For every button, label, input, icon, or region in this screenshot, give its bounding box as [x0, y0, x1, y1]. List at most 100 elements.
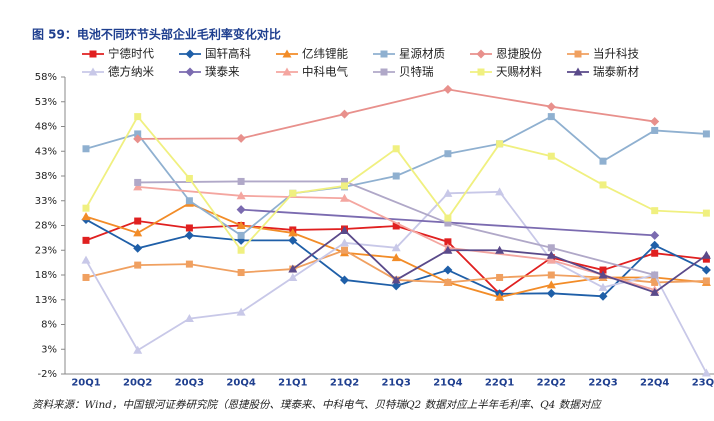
y-tick-label: 23%	[35, 245, 57, 256]
marker	[650, 230, 660, 240]
marker	[236, 133, 246, 143]
marker	[443, 84, 453, 94]
marker	[133, 134, 143, 144]
marker	[89, 50, 97, 58]
marker	[236, 205, 246, 215]
y-tick-label: 38%	[35, 171, 57, 182]
y-tick-label: 18%	[35, 270, 57, 281]
marker	[546, 280, 556, 289]
marker	[547, 113, 555, 121]
marker	[598, 270, 608, 279]
marker	[701, 265, 711, 275]
marker	[391, 275, 401, 284]
y-tick-label: 3%	[41, 344, 57, 355]
marker	[236, 221, 246, 229]
marker	[134, 130, 142, 138]
marker	[82, 236, 90, 244]
marker	[702, 255, 710, 263]
marker	[341, 177, 348, 185]
marker	[237, 269, 245, 277]
marker	[599, 266, 607, 274]
marker	[495, 292, 505, 301]
marker	[443, 265, 453, 275]
legend-label: 恩捷股份	[496, 47, 542, 61]
marker	[702, 277, 710, 285]
marker	[288, 272, 298, 281]
legend-label: 德方纳米	[108, 65, 154, 79]
marker	[651, 271, 659, 279]
marker	[547, 152, 555, 160]
marker	[547, 271, 555, 279]
series-line	[137, 180, 655, 276]
legend-label: 中科电气	[302, 65, 348, 79]
marker	[380, 50, 388, 58]
x-tick-label: 20Q3	[175, 377, 204, 388]
series-line	[85, 115, 707, 252]
marker	[546, 288, 556, 298]
y-tick-label: 13%	[35, 295, 57, 306]
y-tick-label: 43%	[35, 146, 57, 157]
marker	[496, 140, 504, 148]
marker	[574, 50, 582, 58]
marker	[546, 250, 556, 259]
x-tick-label: 21Q1	[278, 377, 307, 388]
marker	[392, 222, 400, 230]
y-tick-label: 58%	[35, 72, 57, 83]
marker	[340, 225, 349, 234]
marker	[476, 49, 486, 59]
marker	[444, 238, 452, 246]
x-tick-label: 21Q4	[433, 377, 462, 388]
marker	[340, 109, 349, 119]
marker	[185, 197, 193, 205]
legend-label: 璞泰来	[205, 65, 240, 79]
y-tick-label: 33%	[35, 196, 57, 207]
x-tick-label: 22Q2	[537, 377, 566, 388]
marker	[650, 117, 660, 127]
marker	[81, 255, 91, 264]
y-tick-label: 48%	[35, 122, 57, 133]
x-tick-label: 22Q4	[640, 377, 669, 388]
marker	[702, 130, 710, 138]
marker	[237, 246, 245, 254]
marker	[444, 219, 452, 227]
marker	[134, 217, 142, 225]
marker	[236, 191, 246, 200]
marker	[651, 207, 659, 215]
marker	[650, 240, 660, 250]
marker	[133, 345, 143, 354]
marker	[701, 368, 711, 377]
marker	[547, 244, 555, 252]
marker	[236, 307, 246, 316]
marker	[598, 291, 608, 301]
marker	[391, 253, 401, 262]
marker	[651, 249, 659, 257]
marker	[651, 278, 659, 286]
marker	[546, 255, 556, 264]
marker	[702, 209, 710, 217]
marker	[133, 228, 143, 237]
marker	[184, 230, 194, 240]
y-tick-label: 53%	[35, 97, 57, 108]
marker	[495, 187, 505, 196]
legend-label: 贝特瑞	[399, 65, 434, 79]
marker	[599, 181, 607, 189]
marker	[340, 275, 349, 285]
marker	[82, 145, 90, 153]
marker	[134, 178, 142, 186]
marker	[495, 245, 505, 254]
marker	[391, 243, 401, 252]
marker	[598, 282, 608, 291]
legend-label: 瑞泰新材	[593, 65, 639, 79]
marker	[81, 212, 91, 221]
marker	[82, 204, 90, 212]
marker	[477, 68, 485, 76]
legend-label: 亿纬锂能	[302, 47, 348, 61]
legend-label: 天赐材料	[496, 65, 542, 79]
marker	[133, 243, 143, 253]
marker	[496, 273, 504, 281]
marker	[392, 145, 400, 153]
x-tick-label: 22Q1	[485, 377, 514, 388]
marker	[444, 278, 452, 286]
